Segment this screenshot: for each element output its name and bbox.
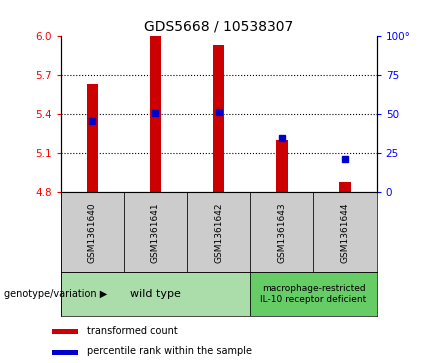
Bar [150, 36, 161, 192]
Bar [87, 85, 98, 192]
Text: GSM1361643: GSM1361643 [278, 202, 286, 263]
Text: genotype/variation ▶: genotype/variation ▶ [4, 289, 107, 299]
Bar [52, 350, 78, 355]
Bar [250, 272, 377, 316]
Bar [124, 192, 187, 272]
Bar [52, 329, 78, 334]
Text: GSM1361644: GSM1361644 [341, 202, 349, 262]
Bar [313, 192, 377, 272]
Bar [339, 182, 351, 192]
Text: GSM1361641: GSM1361641 [151, 202, 160, 263]
Text: GSM1361640: GSM1361640 [88, 202, 97, 263]
Text: wild type: wild type [130, 289, 181, 299]
Bar [187, 192, 250, 272]
Text: macrophage-restricted
IL-10 receptor deficient: macrophage-restricted IL-10 receptor def… [260, 284, 367, 304]
Text: transformed count: transformed count [87, 326, 178, 336]
Text: percentile rank within the sample: percentile rank within the sample [87, 346, 252, 356]
Bar [250, 192, 313, 272]
Title: GDS5668 / 10538307: GDS5668 / 10538307 [144, 20, 293, 34]
Bar [61, 192, 124, 272]
Bar [276, 140, 288, 192]
Bar [213, 45, 224, 192]
Text: GSM1361642: GSM1361642 [214, 202, 223, 262]
Bar [61, 272, 250, 316]
